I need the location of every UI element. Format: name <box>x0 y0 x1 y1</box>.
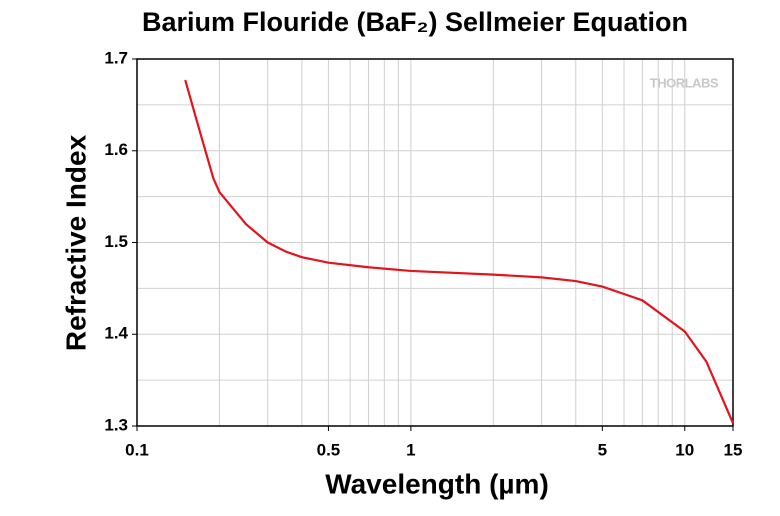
x-tick-label: 15 <box>724 440 743 459</box>
y-axis-label: Refractive Index <box>60 134 91 351</box>
y-tick-label: 1.6 <box>104 140 128 159</box>
y-tick-label: 1.7 <box>104 48 128 67</box>
data-line <box>184 79 735 424</box>
x-tick-label: 1 <box>406 440 415 459</box>
x-tick-label: 0.1 <box>125 440 149 459</box>
y-tick-label: 1.3 <box>104 415 128 434</box>
x-tick-label: 0.5 <box>317 440 341 459</box>
y-tick-label: 1.5 <box>104 232 128 251</box>
x-tick-label: 5 <box>598 440 607 459</box>
plot-frame <box>136 58 734 427</box>
y-tick-label: 1.4 <box>104 324 128 343</box>
chart-title: Barium Flouride (BaF₂) Sellmeier Equatio… <box>142 7 688 37</box>
x-tick-label: 10 <box>675 440 694 459</box>
x-axis-label: Wavelength (µm) <box>325 468 549 499</box>
